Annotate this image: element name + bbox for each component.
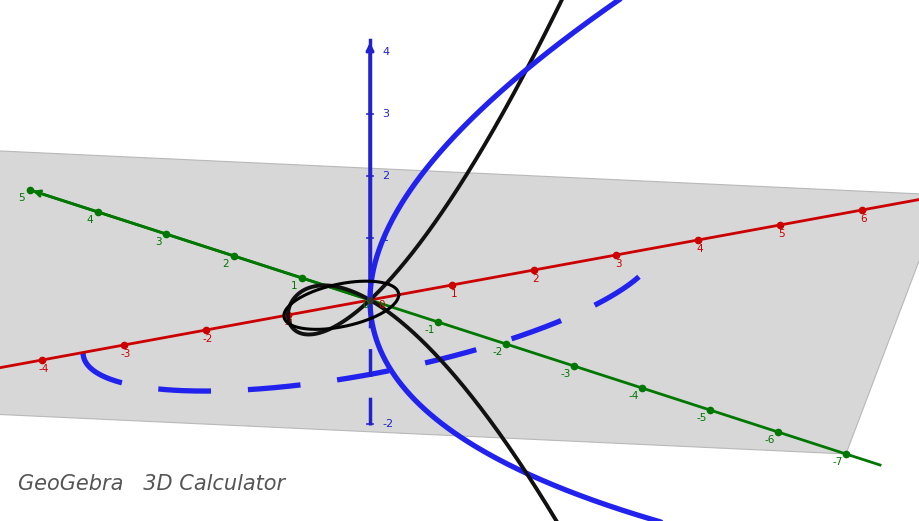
Text: 5: 5: [18, 193, 26, 203]
Text: 0: 0: [361, 300, 369, 310]
Text: -4: -4: [628, 391, 639, 401]
Text: -3: -3: [561, 369, 571, 379]
Text: 4: 4: [381, 47, 389, 57]
Text: 2: 2: [532, 274, 539, 284]
Text: -7: -7: [832, 457, 843, 467]
Text: 3: 3: [381, 109, 389, 119]
Text: -6: -6: [764, 435, 775, 445]
Text: -3: -3: [120, 349, 131, 359]
Polygon shape: [0, 146, 919, 454]
Text: 5: 5: [777, 229, 785, 239]
Text: 3: 3: [614, 259, 620, 269]
Text: 1: 1: [290, 281, 297, 291]
Text: -2: -2: [493, 347, 503, 357]
Text: 3: 3: [154, 237, 161, 247]
Text: -2: -2: [202, 334, 213, 344]
Text: -1: -1: [285, 319, 295, 329]
Text: 0: 0: [378, 300, 384, 310]
Text: 1: 1: [450, 289, 457, 299]
Text: 2: 2: [222, 259, 229, 269]
Text: GeoGebra   3D Calculator: GeoGebra 3D Calculator: [18, 474, 285, 494]
Text: 2: 2: [381, 171, 389, 181]
Text: 4: 4: [86, 215, 93, 225]
Text: 1: 1: [381, 233, 389, 243]
Text: -1: -1: [425, 325, 435, 335]
Text: -5: -5: [696, 413, 707, 423]
Text: 4: 4: [696, 244, 702, 254]
Text: 6: 6: [860, 214, 867, 224]
Text: -2: -2: [381, 419, 392, 429]
Text: -4: -4: [39, 364, 49, 374]
